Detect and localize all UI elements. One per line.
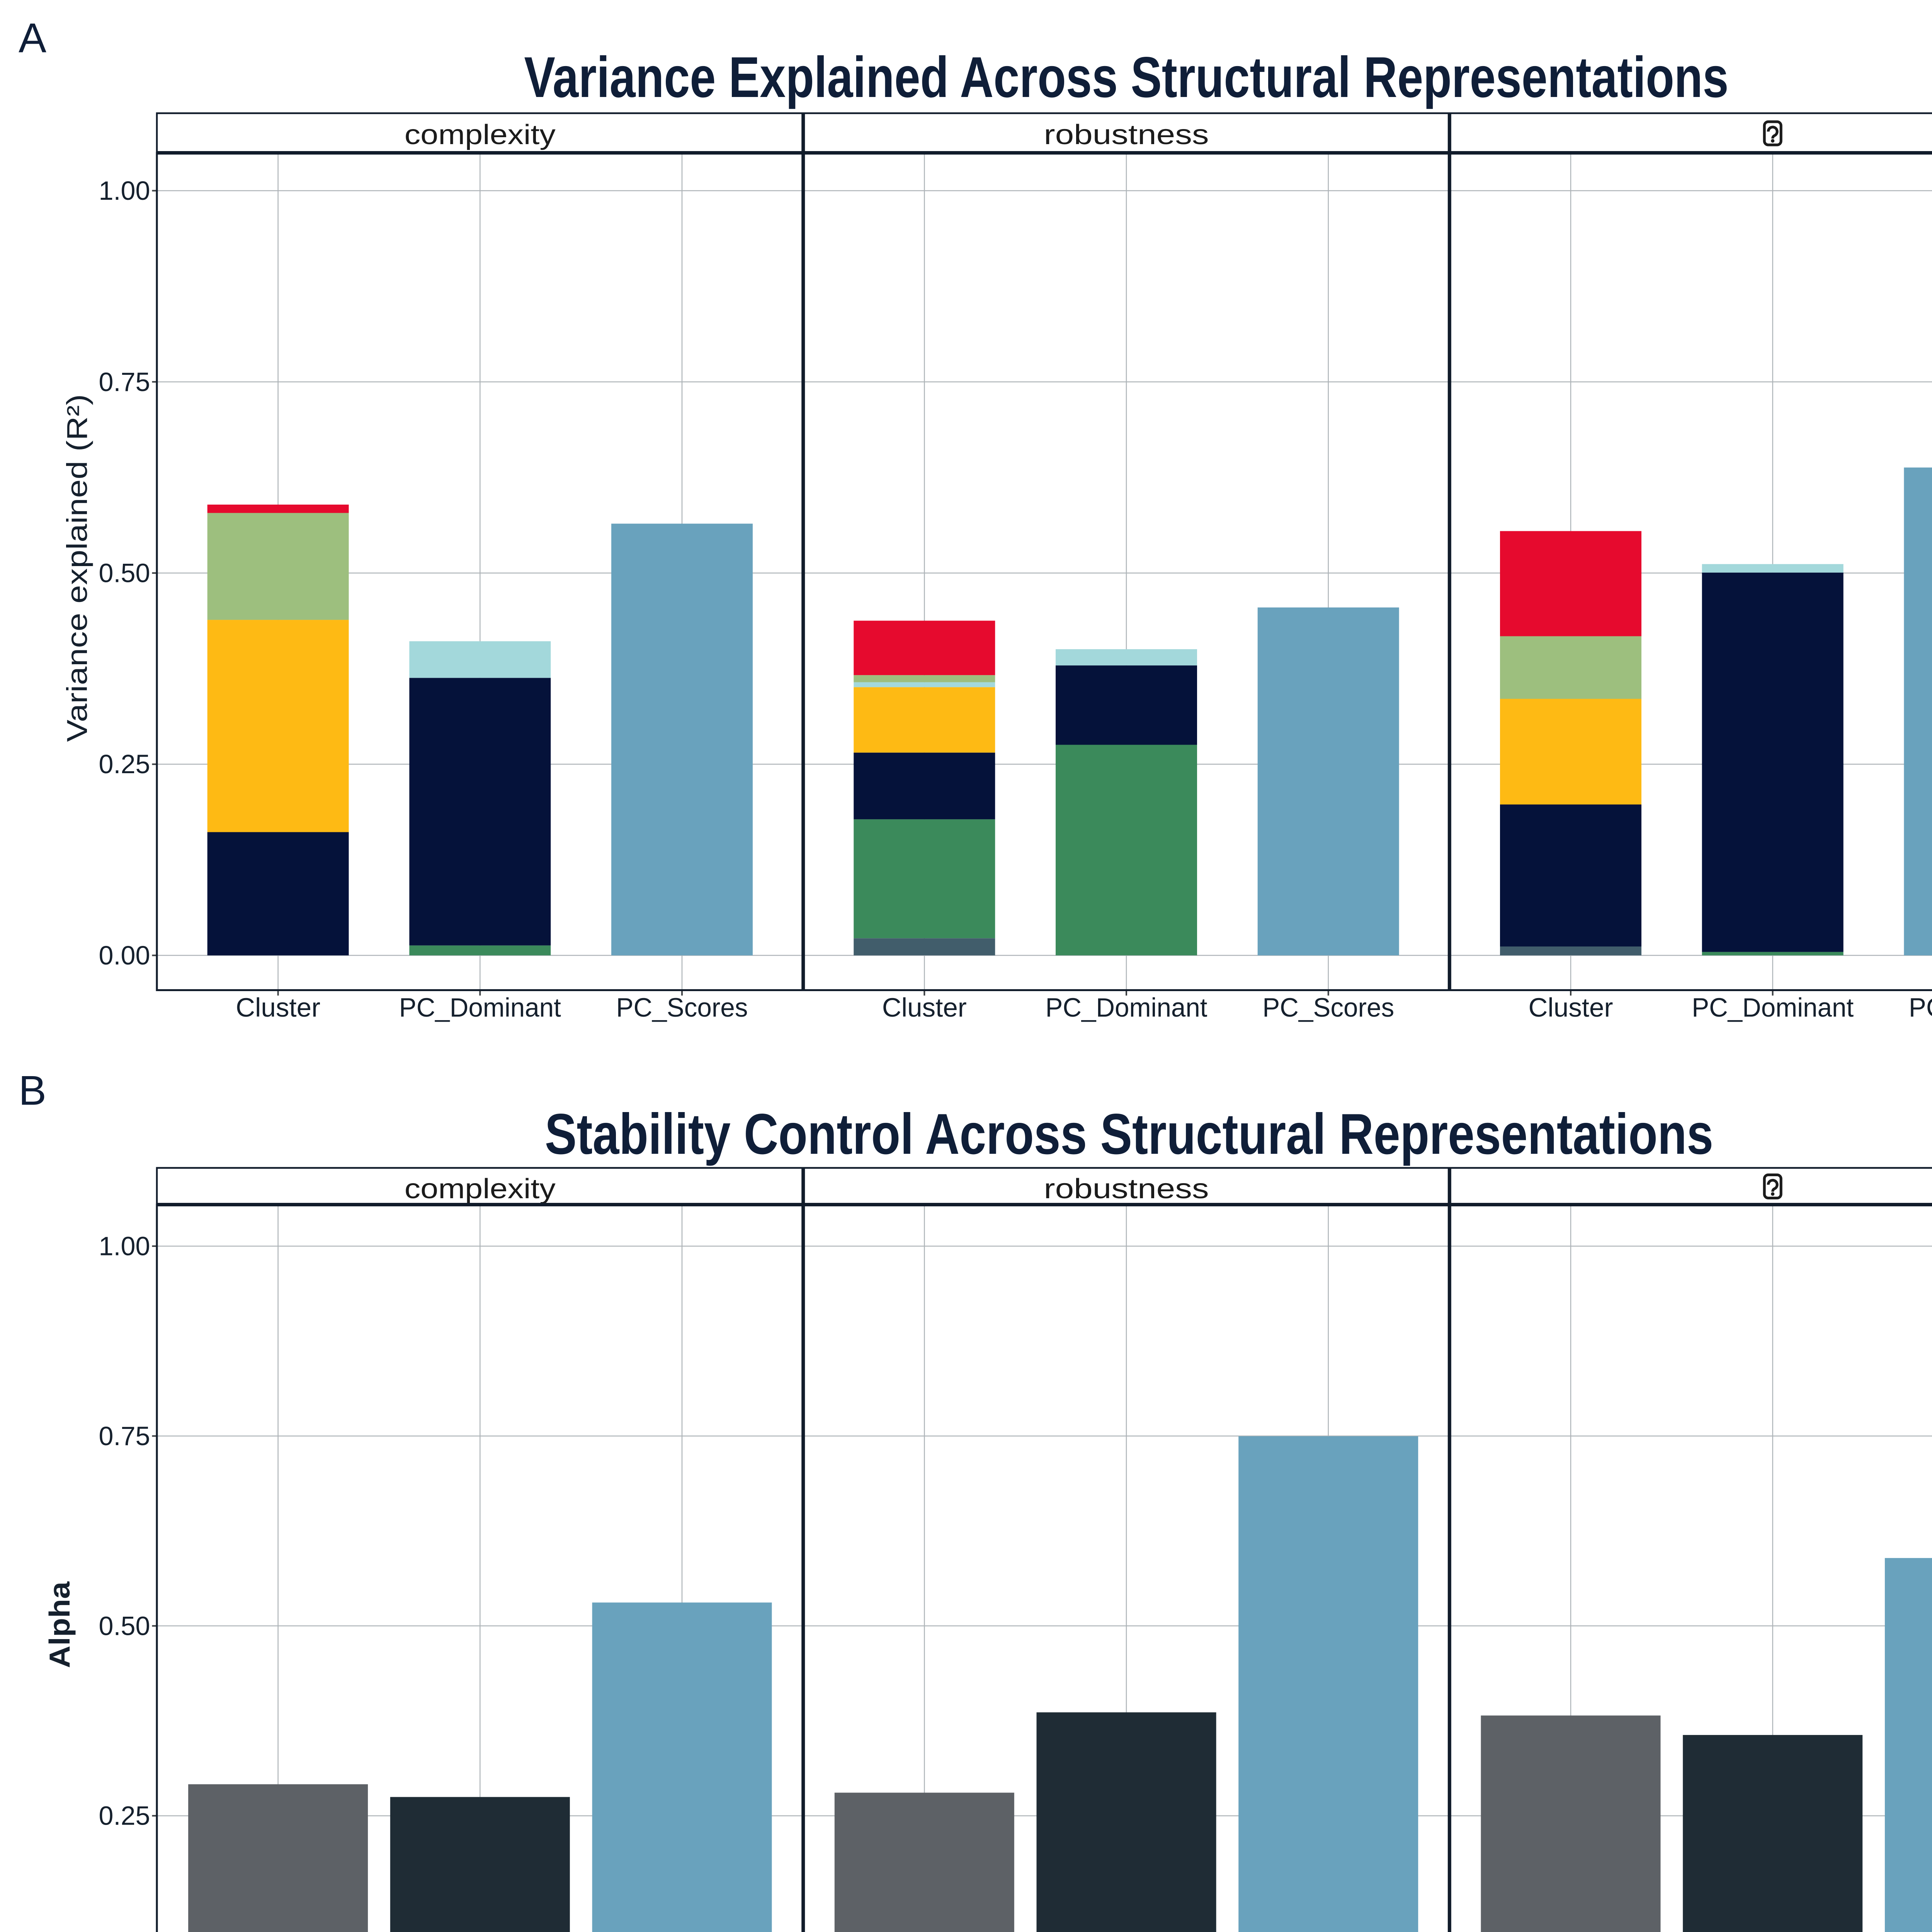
svg-text:PC_Dominant: PC_Dominant — [399, 993, 561, 1022]
svg-text:A: A — [19, 14, 46, 61]
svg-text:0.00: 0.00 — [99, 940, 150, 970]
svg-text:robustness: robustness — [1044, 1173, 1209, 1204]
svg-text:Variance explained (R²): Variance explained (R²) — [61, 394, 93, 742]
svg-text:0.75: 0.75 — [99, 367, 150, 397]
svg-text:Cluster: Cluster — [882, 993, 967, 1022]
svg-text:Cluster: Cluster — [236, 993, 320, 1022]
svg-text:Alpha: Alpha — [43, 1581, 76, 1668]
svg-text:Variance Explained Across Stru: Variance Explained Across Structural Rep… — [524, 45, 1729, 109]
svg-text:0.50: 0.50 — [99, 558, 150, 588]
svg-text:0.50: 0.50 — [99, 1611, 150, 1641]
svg-text:complexity: complexity — [405, 119, 556, 150]
svg-text:B: B — [19, 1067, 46, 1114]
svg-text:PC_Scores: PC_Scores — [1909, 993, 1932, 1022]
svg-text:0.25: 0.25 — [99, 1801, 150, 1831]
svg-text:1.00: 1.00 — [99, 1231, 150, 1261]
svg-text:PC_Scores: PC_Scores — [1262, 993, 1394, 1022]
svg-text:Cluster: Cluster — [1529, 993, 1613, 1022]
svg-text:PC_Dominant: PC_Dominant — [1692, 993, 1854, 1022]
svg-text:1.00: 1.00 — [99, 176, 150, 206]
svg-text:0.75: 0.75 — [99, 1421, 150, 1451]
svg-text:complexity: complexity — [405, 1173, 556, 1204]
svg-text:PC_Scores: PC_Scores — [616, 993, 748, 1022]
svg-text:0.25: 0.25 — [99, 749, 150, 779]
svg-text:Stability Control Across Struc: Stability Control Across Structural Repr… — [545, 1102, 1713, 1166]
svg-text:PC_Dominant: PC_Dominant — [1046, 993, 1208, 1022]
svg-text:robustness: robustness — [1044, 119, 1209, 150]
